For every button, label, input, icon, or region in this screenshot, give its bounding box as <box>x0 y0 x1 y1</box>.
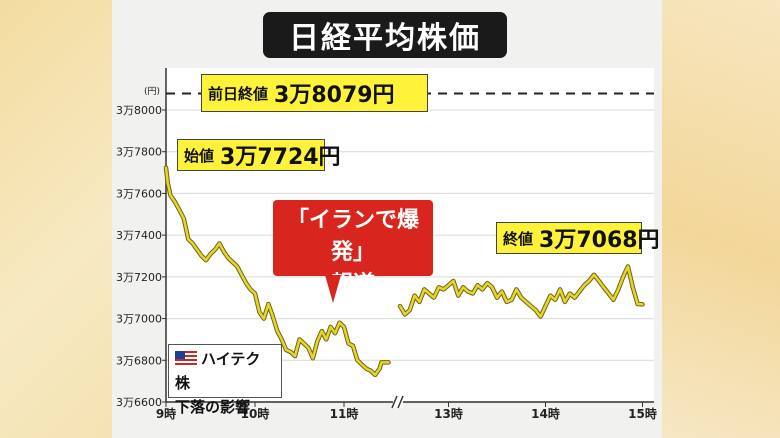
close-value: 3万7068円 <box>539 228 660 253</box>
y-tick-label: 3万7600 <box>116 187 162 200</box>
news-callout-pointer <box>325 275 341 303</box>
y-tick-label: 3万6600 <box>116 396 162 409</box>
news-callout-line2: 報道 <box>330 272 375 297</box>
close-label: 終値 3万7068円 <box>496 222 660 254</box>
open-label: 始値 3万7724円 <box>177 139 341 171</box>
x-axis: 9時 10時 11時 13時 14時 15時 <box>156 401 657 421</box>
y-axis: (円) 3万6600 3万6800 3万7000 3万7200 3万7400 3万7600 3… <box>116 68 167 409</box>
prev-close-value: 3万8079円 <box>274 83 395 108</box>
background-right <box>662 0 780 438</box>
background-left <box>0 0 112 438</box>
axis-break-stroke <box>391 395 398 409</box>
us-flag-icon <box>175 351 197 365</box>
axis-break-mark <box>391 395 404 409</box>
axis-break-stroke <box>397 395 404 409</box>
x-tick-label: 9時 <box>156 406 176 421</box>
close-caption: 終値 <box>503 229 534 248</box>
news-callout-line1: 「イランで爆発」 <box>286 208 419 265</box>
y-tick-label: 3万7000 <box>116 313 162 326</box>
x-tick-label: 10時 <box>241 406 270 421</box>
open-value: 3万7724円 <box>220 145 341 170</box>
note-line1: ハイテク株 <box>175 350 261 392</box>
prev-close-label: 前日終値 3万8079円 <box>201 74 428 112</box>
y-unit-label: (円) <box>144 86 160 97</box>
y-tick-label: 3万8000 <box>116 104 162 117</box>
series-line-morning <box>164 166 390 377</box>
y-tick-label: 3万7200 <box>116 271 162 284</box>
note-line2: 下落の影響 <box>175 398 251 416</box>
chart-title: 日経平均株価 <box>263 12 507 58</box>
x-tick-label: 15時 <box>628 406 657 421</box>
x-tick-label: 11時 <box>330 406 359 421</box>
x-tick-label: 14時 <box>531 406 560 421</box>
y-tick-label: 3万7400 <box>116 229 162 242</box>
y-tick-label: 3万6800 <box>116 354 162 367</box>
y-tick-label: 3万7800 <box>116 146 162 159</box>
axis-break-gap <box>393 396 403 408</box>
open-caption: 始値 <box>184 146 215 165</box>
x-tick-label: 13時 <box>434 406 463 421</box>
news-callout: 「イランで爆発」 報道 <box>273 200 433 297</box>
tech-stock-note: ハイテク株 下落の影響 <box>168 344 282 416</box>
series-line-afternoon <box>398 265 644 318</box>
prev-close-caption: 前日終値 <box>208 84 269 103</box>
series-lines <box>163 165 645 378</box>
